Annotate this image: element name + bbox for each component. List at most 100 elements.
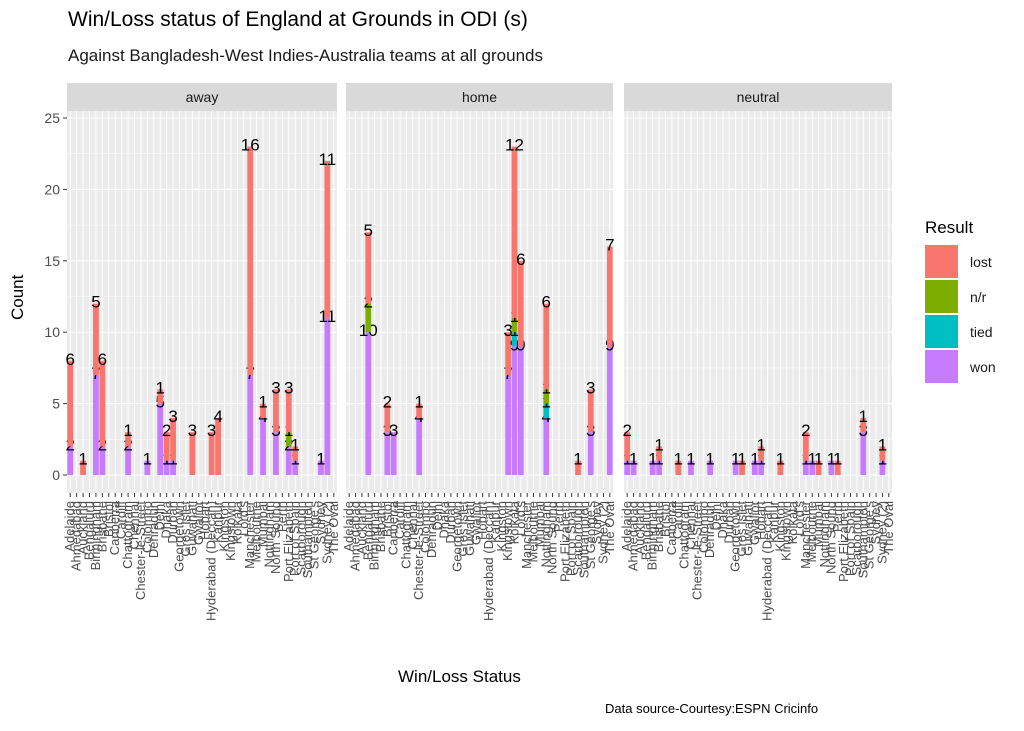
x-tick-label: Chattogram <box>677 501 692 569</box>
x-tick-label: Mumbai <box>532 501 547 547</box>
bar-home-won-7 <box>390 432 397 475</box>
x-tick-label: Kolkata <box>506 500 521 544</box>
x-tick-label: Hyderabad (Deccan) <box>204 501 219 621</box>
bar-neutral-won-0 <box>624 460 631 475</box>
x-tick-label: Adelaide <box>341 501 356 552</box>
legend-key-won <box>925 350 958 383</box>
bar-home-won-41 <box>606 346 613 475</box>
chart-subtitle: Against Bangladesh-West Indies-Australia… <box>68 46 543 65</box>
x-tick-label: Bristol <box>101 501 116 537</box>
bar-away-won-0 <box>67 446 74 475</box>
bar-neutral-lost-37 <box>860 417 867 433</box>
x-tick-label: North Sound <box>268 501 283 574</box>
bar-label-away-lost-22: 3 <box>207 421 216 440</box>
bar-home-won-27 <box>517 346 524 475</box>
legend-item-won: won <box>925 349 996 384</box>
x-tick-label: Brisbane <box>94 501 109 552</box>
x-tick-label: Kingstown <box>779 501 794 561</box>
x-tick-label: Guwahati <box>740 501 755 556</box>
bar-label-away-lost-34: 3 <box>284 378 293 397</box>
x-tick-label: Scarborough <box>570 501 585 575</box>
x-tick-label: Port Elizabeth <box>836 501 851 582</box>
x-tick-label: Gwalior <box>468 500 483 545</box>
facet-strip-away <box>67 83 337 111</box>
bar-label-home-lost-27: 6 <box>516 250 525 269</box>
x-tick-label: Chattogram <box>398 501 413 569</box>
bar-away-won-12 <box>144 460 151 475</box>
bar-neutral-lost-40 <box>879 446 886 461</box>
x-tick-label: Lord's <box>236 501 251 537</box>
x-tick-label: Perth <box>830 501 845 532</box>
facet-label-away: away <box>186 89 219 105</box>
x-tick-label: Manchester <box>519 500 534 569</box>
x-tick-label: Georgetown <box>172 501 187 572</box>
bar-home-tied-26 <box>511 332 518 347</box>
bar-label-neutral-lost-24: 1 <box>776 450 785 469</box>
bar-label-home-lost-3: 5 <box>364 221 373 240</box>
x-tick-label: Nottingham <box>538 501 553 567</box>
x-tick-label: Kingstown <box>500 501 515 561</box>
x-tick-label: Hobart <box>753 501 768 540</box>
x-tick-label: Kanpur <box>487 500 502 543</box>
x-tick-label: Canberra <box>664 500 679 555</box>
bar-home-lost-11 <box>416 403 422 418</box>
x-tick-label: Sydney (2) <box>874 501 889 564</box>
x-tick-label: Scarborough <box>849 501 864 575</box>
bar-home-won-6 <box>384 432 391 475</box>
x-axis-label: Win/Loss Status <box>398 667 521 686</box>
x-tick-label: Nottingham <box>262 501 277 567</box>
facet-label-home: home <box>462 89 497 105</box>
x-tick-label: Dhaka <box>715 500 730 538</box>
x-tick-label: Delhi <box>430 501 445 531</box>
bar-home-lost-31 <box>543 303 550 390</box>
bar-neutral-won-29 <box>809 460 816 475</box>
x-tick-label: Southampton <box>300 501 315 578</box>
bar-label-away-lost-14: 1 <box>155 378 164 397</box>
y-tick-label: 0 <box>52 467 60 483</box>
x-tick-label: Brisbane <box>373 501 388 552</box>
x-tick-label: Port of Spain <box>287 501 302 576</box>
bar-label-neutral-won-17: 1 <box>731 450 740 469</box>
bar-away-lost-32 <box>273 389 279 433</box>
bar-neutral-won-4 <box>649 460 656 475</box>
legend-label-won: won <box>970 358 996 375</box>
x-tick-label: Sydney <box>868 501 883 545</box>
bar-away-lost-23 <box>215 417 221 475</box>
bar-label-home-lost-11: 1 <box>414 393 423 412</box>
bar-label-neutral-lost-8: 1 <box>674 450 683 469</box>
x-tick-label: Birmingham <box>88 501 103 570</box>
bar-away-lost-0 <box>67 360 74 447</box>
bar-label-neutral-won-1: 1 <box>629 450 638 469</box>
bar-away-lost-34 <box>285 389 292 433</box>
bar-label-away-lost-19: 3 <box>188 421 197 440</box>
x-tick-label: Chester-le-Street <box>689 501 704 600</box>
bar-away-won-4 <box>93 375 99 475</box>
bar-away-won-39 <box>318 460 324 475</box>
x-tick-label: Dhaka <box>437 500 452 538</box>
x-tick-label: Birmingham <box>645 501 660 570</box>
x-tick-label: Mumbai <box>811 501 826 547</box>
bar-away-won-28 <box>247 375 254 475</box>
x-tick-label: Bristol <box>379 501 394 537</box>
x-tick-label: Hyderabad (Deccan) <box>481 501 496 621</box>
x-tick-label: Ahmedabad <box>348 501 363 571</box>
x-tick-label: Kingston <box>772 501 787 552</box>
bar-away-lost-22 <box>208 432 215 475</box>
x-tick-label: Durban <box>443 501 458 544</box>
bar-label-away-won-12: 1 <box>143 450 152 469</box>
x-tick-label: Hobart <box>197 501 212 540</box>
x-tick-label: Melbourne <box>249 501 264 562</box>
bar-label-neutral-won-13: 1 <box>705 450 714 469</box>
bar-away-won-14 <box>157 403 164 475</box>
x-tick-label: Cardiff <box>392 501 407 539</box>
x-tick-label: Gwalior <box>747 500 762 545</box>
bar-neutral-lost-30 <box>815 460 822 475</box>
x-tick-label: Canberra <box>386 500 401 555</box>
x-tick-label: Adelaide <box>62 501 77 552</box>
x-tick-label: Kingston <box>494 501 509 552</box>
x-tick-label: Guwahati <box>462 501 477 556</box>
bar-away-lost-4 <box>93 303 99 376</box>
bar-label-neutral-lost-30: 1 <box>814 450 823 469</box>
y-axis-label: Count <box>8 274 27 320</box>
bar-home-lost-38 <box>587 389 594 433</box>
